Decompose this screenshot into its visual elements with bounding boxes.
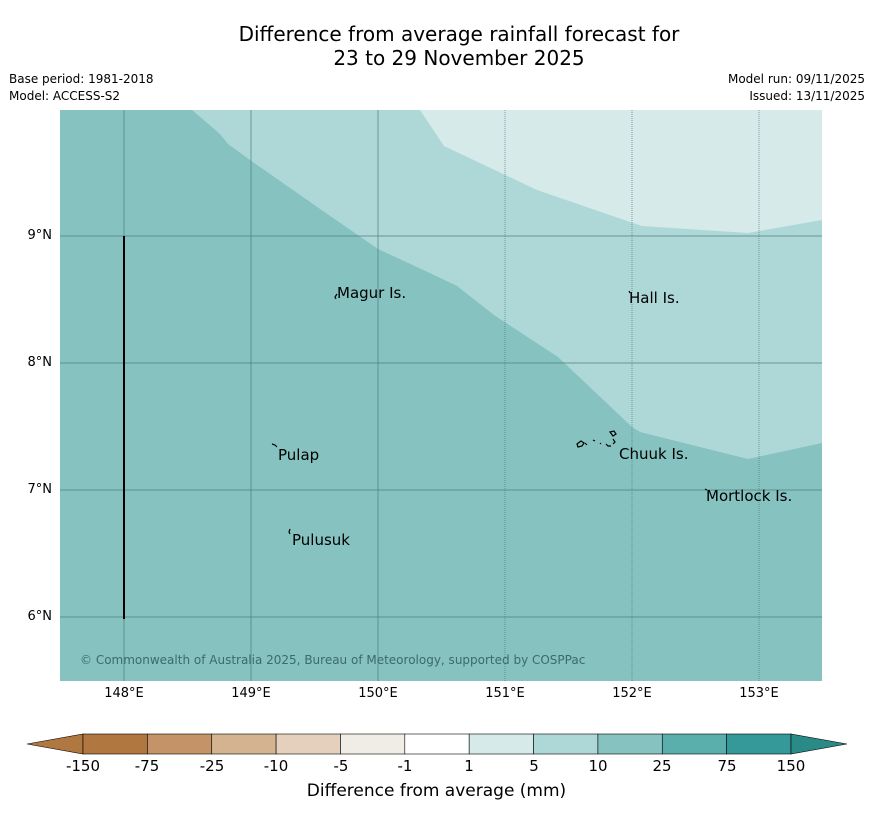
map-area: Magur Is. Hall Is. Pulap Chuuk Is. Mortl…: [60, 110, 822, 681]
colorbar-swatch: [661, 733, 727, 755]
place-label-pulusuk: Pulusuk: [292, 531, 350, 549]
colorbar-swatch: [597, 733, 663, 755]
lat-label-8n: 8°N: [27, 355, 53, 370]
meta-left: Base period: 1981-2018 Model: ACCESS-S2: [9, 71, 154, 105]
island-magur: [334, 293, 338, 300]
chart-title: Difference from average rainfall forecas…: [0, 22, 873, 70]
colorbar-arrow-high: [790, 733, 848, 755]
colorbar: [26, 733, 848, 755]
place-label-mortlock: Mortlock Is.: [706, 487, 793, 505]
place-label-hall: Hall Is.: [629, 289, 680, 307]
lat-label-7n: 7°N: [27, 482, 53, 497]
model-name: Model: ACCESS-S2: [9, 89, 121, 103]
model-run: Model run: 09/11/2025: [727, 72, 865, 86]
region-1-5: [420, 110, 822, 233]
colorbar-label: 10: [588, 757, 608, 775]
colorbar-swatch: [726, 733, 792, 755]
island-pulap: [271, 443, 278, 448]
island-outlines: [271, 290, 708, 535]
colorbar-label: -1: [397, 757, 413, 775]
map-svg: [60, 110, 822, 681]
island-hall: [628, 290, 631, 294]
island-pulusuk: [288, 528, 291, 535]
lon-label-148e: 148°E: [104, 686, 144, 701]
colorbar-label: -75: [134, 757, 160, 775]
base-period: Base period: 1981-2018: [9, 72, 154, 86]
colorbar-swatch: [275, 733, 341, 755]
lat-label-6n: 6°N: [27, 609, 53, 624]
colorbar-swatch: [340, 733, 406, 755]
colorbar-swatch: [468, 733, 534, 755]
meta-right: Model run: 09/11/2025 Issued: 13/11/2025: [728, 71, 865, 105]
lat-label-9n: 9°N: [27, 228, 53, 243]
colorbar-label: -5: [333, 757, 349, 775]
colorbar-label: 5: [529, 757, 539, 775]
colorbar-swatch: [82, 733, 148, 755]
island-mortlock: [704, 488, 708, 491]
copyright-notice: © Commonwealth of Australia 2025, Bureau…: [80, 653, 586, 667]
colorbar-label: 150: [776, 757, 806, 775]
colorbar-swatch: [147, 733, 213, 755]
title-line-2: 23 to 29 November 2025: [333, 46, 585, 70]
colorbar-label: -25: [199, 757, 225, 775]
lon-label-152e: 152°E: [612, 686, 652, 701]
place-label-pulap: Pulap: [278, 446, 320, 464]
colorbar-swatch: [533, 733, 599, 755]
colorbar-label: -150: [65, 757, 101, 775]
lon-label-149e: 149°E: [231, 686, 271, 701]
colorbar-label: 25: [652, 757, 672, 775]
title-line-1: Difference from average rainfall forecas…: [238, 22, 680, 46]
place-label-magur: Magur Is.: [337, 284, 407, 302]
issued-date: Issued: 13/11/2025: [749, 89, 865, 103]
colorbar-label: 75: [717, 757, 737, 775]
colorbar-label: 1: [464, 757, 474, 775]
lon-label-153e: 153°E: [739, 686, 779, 701]
colorbar-swatch: [404, 733, 470, 755]
lon-label-151e: 151°E: [485, 686, 525, 701]
colorbar-label: -10: [263, 757, 289, 775]
colorbar-arrow-low: [26, 733, 84, 755]
island-chuuk: [576, 430, 617, 448]
lon-label-150e: 150°E: [358, 686, 398, 701]
colorbar-swatch: [211, 733, 277, 755]
place-label-chuuk: Chuuk Is.: [619, 445, 689, 463]
colorbar-title: Difference from average (mm): [306, 781, 567, 801]
